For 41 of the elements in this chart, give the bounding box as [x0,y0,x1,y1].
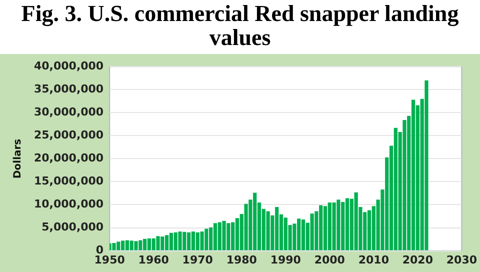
y-tick-label: 35,000,000 [34,82,104,96]
x-tick-label: 1970 [182,253,214,266]
chart-title: Fig. 3. U.S. commercial Red snapper landing values [20,0,460,52]
bar [244,204,248,250]
y-tick-label: 30,000,000 [34,106,104,119]
y-tick-label: 40,000,000 [34,59,104,72]
bar [213,223,218,250]
bar [134,241,138,250]
y-tick-label: 20,000,000 [34,152,104,165]
x-tick-label: 1990 [270,253,302,266]
y-axis-title: Dollars [12,138,24,179]
x-tick-label: 2010 [358,253,390,266]
bar [301,219,306,250]
bar [235,218,240,250]
bar [142,238,147,250]
y-tick-label: 5,000,000 [42,220,104,234]
x-tick-label: 1960 [138,253,170,266]
y-tick-label: 10,000,000 [34,198,104,211]
bar [200,231,204,250]
bar [147,238,152,250]
bar [411,100,416,250]
bar [424,80,428,250]
bar [222,220,226,250]
bar [345,198,350,250]
bar [120,240,125,250]
x-tick-label: 2030 [446,253,478,266]
y-tick-label: 25,000,000 [34,128,104,142]
bar [323,206,328,250]
bar [402,120,406,250]
bar [178,231,182,250]
bar [367,210,372,250]
y-tick-label: 15,000,000 [34,174,104,188]
x-tick-label: 2000 [314,253,346,266]
bar [336,200,340,250]
x-tick-label: 1980 [226,253,258,266]
bar [266,211,270,250]
bar [156,236,160,250]
x-tick-label: 2020 [402,253,434,266]
bar [191,231,196,250]
bar [112,242,116,250]
bar [169,232,174,250]
